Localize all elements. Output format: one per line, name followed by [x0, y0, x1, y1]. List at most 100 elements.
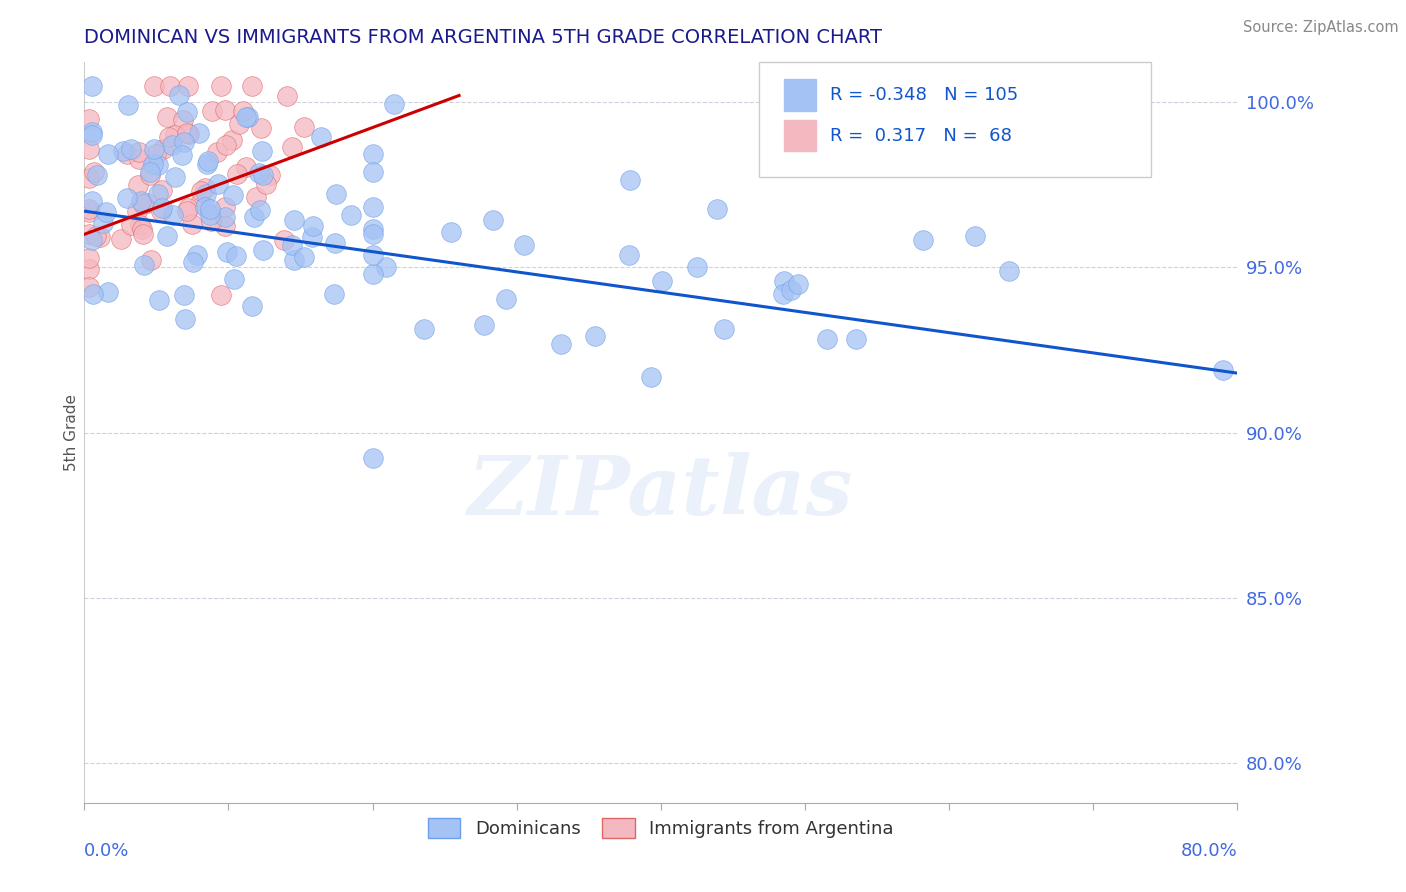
- Point: [167, 88, 190, 103]
- Point: [200, 202, 222, 217]
- Point: [252, 144, 274, 158]
- Point: [845, 332, 868, 346]
- Point: [706, 202, 728, 217]
- Point: [77, 202, 100, 216]
- Point: [115, 147, 138, 161]
- Point: [170, 148, 193, 162]
- Point: [148, 293, 170, 307]
- Point: [131, 197, 153, 211]
- Point: [77, 280, 100, 294]
- Point: [301, 229, 323, 244]
- Point: [238, 110, 260, 124]
- Point: [132, 227, 155, 241]
- Text: R =  0.317   N =  68: R = 0.317 N = 68: [831, 127, 1012, 145]
- Point: [159, 78, 181, 93]
- Point: [934, 142, 956, 156]
- Point: [302, 219, 325, 234]
- Point: [361, 221, 384, 235]
- Text: R = -0.348   N = 105: R = -0.348 N = 105: [831, 86, 1018, 104]
- Point: [340, 208, 363, 222]
- Point: [97, 146, 120, 161]
- Point: [214, 219, 236, 233]
- Point: [780, 283, 803, 297]
- Point: [162, 209, 184, 223]
- Point: [145, 147, 167, 161]
- Point: [142, 142, 165, 156]
- Point: [195, 157, 218, 171]
- Point: [276, 89, 298, 103]
- Point: [156, 229, 179, 244]
- Point: [998, 264, 1021, 278]
- Point: [120, 218, 142, 232]
- Point: [83, 165, 105, 179]
- Point: [281, 139, 304, 153]
- Point: [713, 322, 735, 336]
- Point: [440, 225, 463, 239]
- Point: [190, 184, 212, 198]
- Point: [214, 103, 236, 117]
- Point: [412, 322, 434, 336]
- Point: [200, 214, 222, 228]
- Point: [156, 111, 179, 125]
- Legend: Dominicans, Immigrants from Argentina: Dominicans, Immigrants from Argentina: [419, 809, 903, 847]
- Point: [209, 78, 232, 93]
- Point: [226, 167, 249, 181]
- Point: [142, 78, 165, 93]
- Point: [77, 170, 100, 185]
- Point: [322, 286, 344, 301]
- Point: [686, 260, 709, 274]
- Point: [240, 78, 263, 93]
- Point: [550, 336, 572, 351]
- Point: [152, 183, 174, 197]
- Point: [249, 121, 271, 136]
- Point: [228, 118, 250, 132]
- Point: [186, 248, 208, 262]
- Point: [163, 169, 186, 184]
- Point: [183, 255, 205, 269]
- Point: [375, 260, 398, 275]
- Point: [128, 145, 150, 159]
- Point: [495, 292, 517, 306]
- Point: [235, 161, 257, 175]
- Point: [194, 200, 217, 214]
- Point: [651, 274, 673, 288]
- Point: [176, 105, 198, 120]
- Point: [207, 177, 229, 191]
- Point: [86, 168, 108, 182]
- Point: [361, 227, 384, 242]
- Point: [583, 329, 606, 343]
- Point: [225, 249, 247, 263]
- Point: [482, 212, 505, 227]
- Point: [128, 152, 150, 166]
- Point: [323, 235, 346, 250]
- Point: [110, 231, 132, 245]
- Point: [188, 195, 211, 210]
- Point: [152, 142, 174, 156]
- Point: [115, 191, 138, 205]
- Point: [139, 252, 162, 267]
- Point: [173, 135, 195, 149]
- Point: [80, 233, 103, 247]
- Point: [1212, 362, 1234, 376]
- Point: [160, 137, 183, 152]
- FancyBboxPatch shape: [759, 62, 1152, 178]
- Point: [172, 113, 194, 128]
- Point: [617, 248, 640, 262]
- Point: [201, 103, 224, 118]
- Point: [150, 201, 173, 215]
- Text: 0.0%: 0.0%: [84, 842, 129, 860]
- Point: [96, 205, 118, 219]
- Point: [176, 204, 198, 219]
- Point: [139, 165, 162, 179]
- Point: [176, 78, 198, 93]
- Point: [157, 129, 180, 144]
- Point: [139, 168, 162, 182]
- Point: [80, 125, 103, 139]
- Point: [111, 144, 134, 158]
- Point: [247, 166, 270, 180]
- Point: [80, 194, 103, 208]
- Point: [91, 216, 114, 230]
- Point: [127, 178, 149, 192]
- Point: [129, 194, 152, 208]
- Point: [195, 187, 218, 202]
